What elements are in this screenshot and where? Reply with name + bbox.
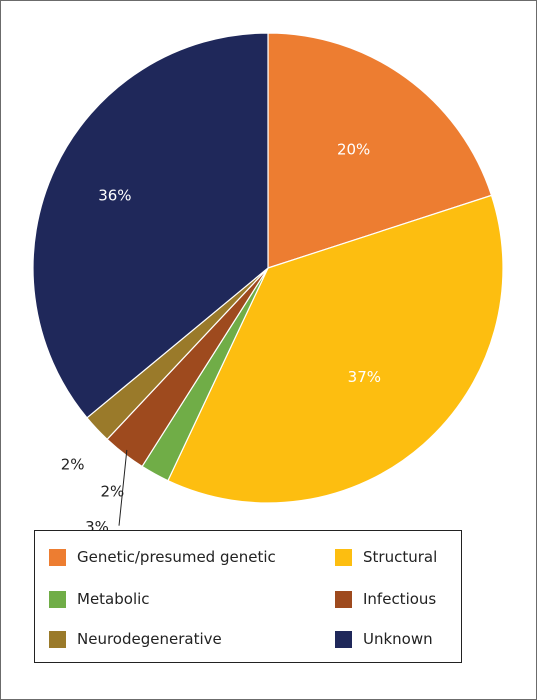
data-label-structural: 37% bbox=[348, 368, 381, 386]
legend-label-neurodegenerative: Neurodegenerative bbox=[77, 630, 222, 648]
leader-line-infectious bbox=[118, 449, 128, 526]
legend-item-genetic: Genetic/presumed genetic bbox=[49, 547, 276, 567]
legend-label-unknown: Unknown bbox=[363, 630, 433, 648]
legend-label-metabolic: Metabolic bbox=[77, 590, 150, 608]
legend-item-unknown: Unknown bbox=[335, 629, 433, 649]
data-label-metabolic: 2% bbox=[101, 482, 125, 500]
legend-swatch-genetic bbox=[49, 548, 66, 566]
legend-swatch-infectious bbox=[335, 590, 352, 608]
data-label-genetic: 20% bbox=[337, 141, 370, 159]
legend-label-structural: Structural bbox=[363, 548, 438, 566]
legend-item-infectious: Infectious bbox=[335, 589, 436, 609]
data-label-infectious: 3% bbox=[85, 518, 109, 530]
legend-swatch-neurodegenerative bbox=[49, 630, 66, 648]
legend-swatch-metabolic bbox=[49, 590, 66, 608]
legend-item-neurodegenerative: Neurodegenerative bbox=[49, 629, 222, 649]
legend-item-structural: Structural bbox=[335, 547, 437, 567]
legend-swatch-structural bbox=[335, 548, 352, 566]
pie-slice-unknown bbox=[32, 32, 269, 419]
data-label-unknown: 36% bbox=[98, 186, 131, 204]
pie-chart: 20% 37% 2% 3% 2% 36% bbox=[32, 32, 504, 530]
legend-label-infectious: Infectious bbox=[363, 590, 437, 608]
chart-legend: Genetic/presumed genetic Structural Meta… bbox=[34, 530, 462, 663]
pie-slice-structural bbox=[167, 194, 504, 504]
legend-item-metabolic: Metabolic bbox=[49, 589, 150, 609]
data-label-neurodegenerative: 2% bbox=[61, 455, 85, 473]
legend-label-genetic: Genetic/presumed genetic bbox=[77, 548, 276, 566]
legend-swatch-unknown bbox=[335, 630, 352, 648]
pie-slice-genetic bbox=[267, 32, 493, 269]
